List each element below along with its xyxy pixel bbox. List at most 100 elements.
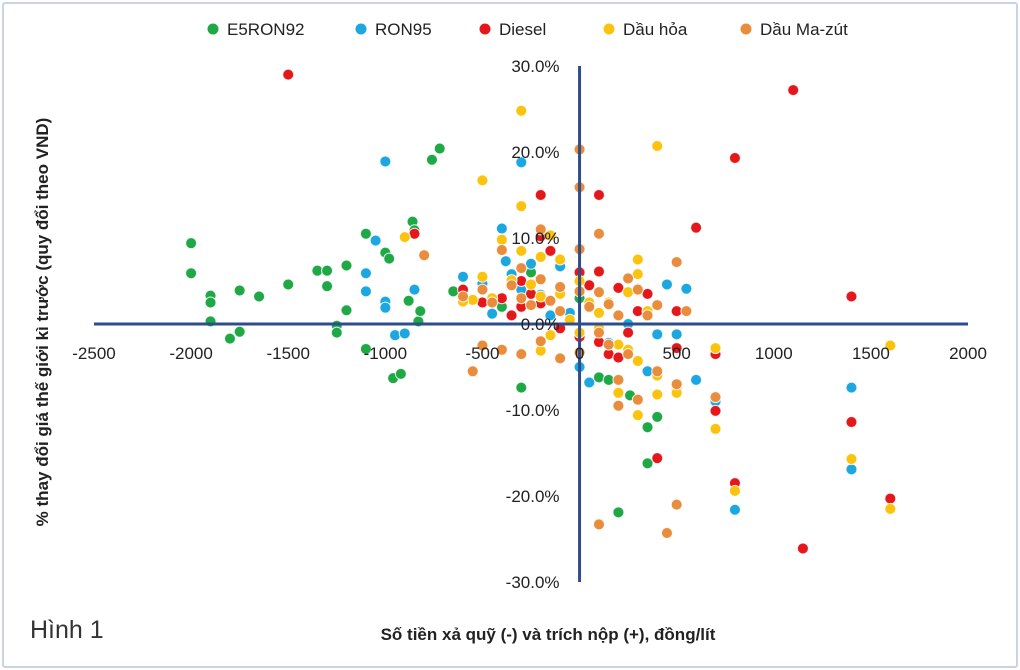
legend-marker-diesel	[479, 23, 491, 35]
point-dau-hoa	[534, 290, 547, 303]
point-ron95	[670, 328, 683, 341]
x-tick-label: -2000	[169, 344, 212, 363]
legend-label-diesel: Diesel	[499, 20, 546, 39]
y-tick-label: 20.0%	[511, 143, 559, 162]
point-dau-ma-zut	[670, 378, 683, 391]
point-e5ron92	[321, 264, 334, 277]
x-tick-label: 0	[575, 344, 584, 363]
point-e5ron92	[233, 325, 246, 338]
point-ron95	[583, 376, 596, 389]
point-dau-hoa	[476, 174, 489, 187]
x-tick-label: -2500	[72, 344, 115, 363]
y-tick-labels: -30.0% -20.0% -10.0% 0.0% 10.0% 20.0% 30.0%	[506, 57, 560, 592]
point-diesel	[641, 287, 654, 300]
point-dau-ma-zut	[457, 290, 470, 303]
point-e5ron92	[515, 381, 528, 394]
point-dau-ma-zut	[554, 305, 567, 318]
point-e5ron92	[612, 506, 625, 519]
point-e5ron92	[414, 305, 427, 318]
x-tick-label: -500	[465, 344, 499, 363]
point-dau-ma-zut	[592, 326, 605, 339]
point-dau-ma-zut	[534, 223, 547, 236]
point-diesel	[670, 342, 683, 355]
point-dau-ma-zut	[476, 339, 489, 352]
point-diesel	[796, 542, 809, 555]
point-dau-ma-zut	[709, 391, 722, 404]
point-e5ron92	[185, 267, 198, 280]
point-diesel	[845, 290, 858, 303]
x-tick-label: -1000	[364, 344, 407, 363]
data-points	[185, 68, 897, 555]
point-dau-ma-zut	[670, 498, 683, 511]
point-dau-ma-zut	[495, 244, 508, 257]
point-dau-ma-zut	[466, 365, 479, 378]
point-dau-hoa	[525, 278, 537, 291]
point-ron95	[728, 503, 741, 516]
y-tick-label: -20.0%	[506, 487, 560, 506]
point-e5ron92	[223, 332, 236, 345]
point-dau-ma-zut	[631, 283, 644, 296]
y-axis-label: % thay đổi giá thế giới kì trước (quy đổ…	[33, 118, 52, 527]
point-e5ron92	[282, 278, 295, 291]
point-e5ron92	[204, 296, 217, 309]
point-e5ron92	[651, 410, 664, 423]
point-dau-hoa	[845, 453, 858, 466]
point-e5ron92	[340, 304, 353, 317]
point-dau-ma-zut	[622, 272, 635, 285]
legend-label-dau-ma-zut: Dầu Ma-zút	[760, 20, 848, 39]
x-axis-label: Số tiền xả quỹ (-) và trích nộp (+), đồn…	[381, 625, 716, 644]
point-dau-hoa	[631, 354, 644, 367]
point-diesel	[505, 309, 518, 322]
point-dau-hoa	[554, 253, 567, 266]
point-dau-hoa	[476, 270, 489, 283]
point-e5ron92	[383, 252, 396, 265]
point-e5ron92	[233, 284, 246, 297]
point-e5ron92	[447, 285, 460, 298]
legend-marker-ron95	[355, 23, 367, 35]
y-tick-label: 10.0%	[511, 229, 559, 248]
point-diesel	[612, 281, 625, 294]
point-dau-ma-zut	[660, 526, 673, 539]
legend-label-e5ron92: E5RON92	[227, 20, 304, 39]
point-diesel	[534, 189, 547, 201]
point-dau-ma-zut	[592, 286, 605, 299]
point-ron95	[515, 156, 528, 169]
point-dau-hoa	[544, 329, 557, 342]
point-dau-ma-zut	[505, 279, 518, 292]
point-e5ron92	[330, 326, 343, 339]
point-diesel	[544, 244, 557, 257]
point-ron95	[845, 381, 858, 394]
y-tick-label: -10.0%	[506, 401, 560, 420]
point-ron95	[379, 301, 392, 314]
point-e5ron92	[185, 237, 198, 250]
point-dau-ma-zut	[622, 348, 635, 361]
point-dau-hoa	[884, 339, 897, 352]
point-ron95	[495, 222, 508, 235]
point-ron95	[651, 328, 664, 341]
point-dau-hoa	[515, 244, 528, 257]
point-dau-hoa	[544, 229, 557, 242]
point-ron95	[660, 278, 673, 291]
y-tick-label: 30.0%	[511, 57, 559, 76]
point-dau-hoa	[728, 484, 741, 497]
point-ron95	[398, 327, 411, 340]
x-tick-label: 2000	[949, 344, 987, 363]
figure-label: Hình 1	[30, 616, 104, 644]
legend-marker-dau-ma-zut	[740, 23, 752, 35]
point-dau-hoa	[651, 388, 664, 401]
point-dau-ma-zut	[554, 352, 567, 365]
x-tick-label: 1500	[852, 344, 890, 363]
point-diesel	[787, 84, 800, 97]
point-dau-ma-zut	[544, 294, 557, 307]
point-dau-ma-zut	[418, 249, 431, 262]
point-ron95	[544, 309, 557, 322]
point-ron95	[457, 270, 470, 283]
point-dau-ma-zut	[476, 283, 489, 296]
point-dau-ma-zut	[515, 348, 528, 361]
point-ron95	[359, 267, 372, 280]
point-dau-hoa	[884, 502, 897, 515]
point-dau-ma-zut	[612, 373, 625, 386]
point-diesel	[728, 152, 741, 165]
y-tick-label: 0.0%	[521, 315, 560, 334]
